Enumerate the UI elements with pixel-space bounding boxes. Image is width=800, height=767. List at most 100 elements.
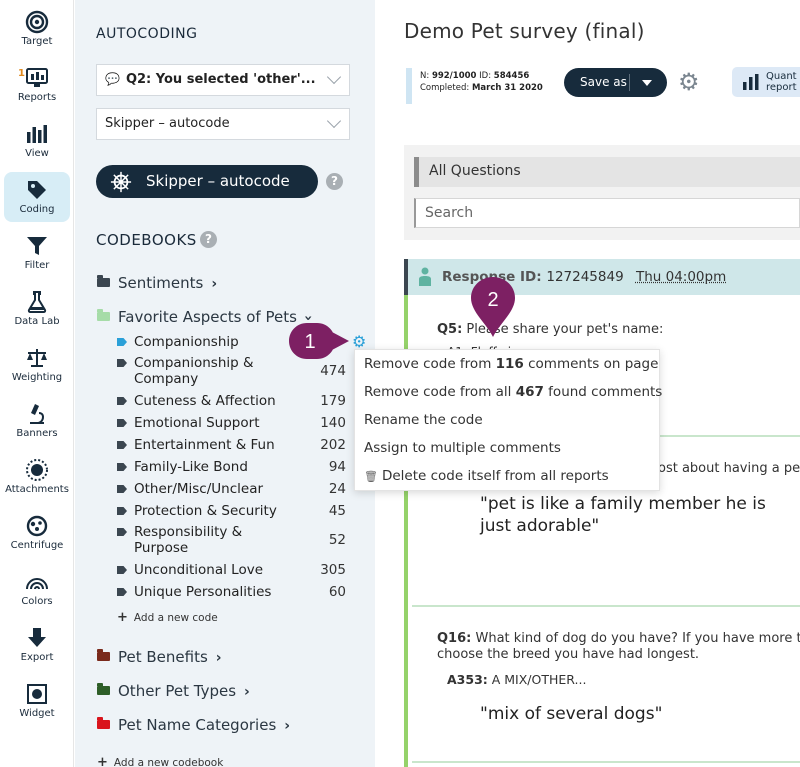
code-settings-gear-icon[interactable]: ⚙ bbox=[352, 332, 367, 351]
code-protection[interactable]: Protection & Security 45 bbox=[117, 503, 349, 519]
folder-favorite-aspects[interactable]: Favorite Aspects of Pets › bbox=[97, 308, 316, 326]
save-as-button[interactable]: Save as bbox=[564, 68, 667, 97]
nav-coding[interactable]: Coding bbox=[4, 172, 70, 222]
add-code-label: Add a new code bbox=[133, 612, 218, 624]
nav-colors[interactable]: Colors bbox=[4, 564, 70, 614]
view-chart-icon bbox=[27, 125, 47, 143]
question-select[interactable]: 💬 Q2: You selected 'other'... bbox=[96, 64, 350, 96]
code-name: Companionship & Company bbox=[134, 355, 254, 387]
response-header: Response ID: 127245849 Thu 04:00pm bbox=[404, 259, 800, 295]
code-companionship-company[interactable]: Companionship & Company 474 bbox=[117, 355, 349, 387]
code-context-menu: Remove code from 116 comments on page Re… bbox=[354, 349, 662, 491]
folder-other-pet-types[interactable]: Other Pet Types › bbox=[97, 682, 250, 700]
code-entertainment[interactable]: Entertainment & Fun 202 bbox=[117, 437, 349, 453]
menu-assign[interactable]: Assign to multiple comments bbox=[364, 440, 561, 456]
folder-sentiments[interactable]: Sentiments › bbox=[97, 274, 217, 292]
code-name: Unconditional Love bbox=[134, 562, 264, 578]
nav-filter[interactable]: Filter bbox=[4, 228, 70, 278]
nav-widget[interactable]: Widget bbox=[4, 676, 70, 726]
menu-remove-from-all[interactable]: Remove code from all 467 found comments bbox=[364, 384, 662, 400]
code-emotional-support[interactable]: Emotional Support 140 bbox=[117, 415, 349, 431]
folder-open-icon bbox=[97, 309, 110, 321]
remove-all-num: 467 bbox=[515, 384, 544, 400]
code-name: Entertainment & Fun bbox=[134, 437, 275, 453]
app-nav: Target 1 Reports View Coding Filter Data… bbox=[0, 0, 74, 767]
menu-delete[interactable]: 🗑 Delete code itself from all reports bbox=[364, 468, 609, 484]
a353-text: A MIX/OTHER... bbox=[487, 672, 587, 687]
add-codebook-link[interactable]: + Add a new codebook bbox=[97, 755, 223, 767]
nav-banners[interactable]: Banners bbox=[4, 396, 70, 446]
code-name: Protection & Security bbox=[134, 503, 277, 519]
code-count: 60 bbox=[328, 584, 346, 600]
nav-attachments[interactable]: Attachments bbox=[4, 452, 70, 502]
folder-label: Sentiments bbox=[118, 274, 204, 292]
tag-icon bbox=[117, 485, 127, 493]
menu-remove-from-page[interactable]: Remove code from 116 comments on page bbox=[364, 356, 658, 372]
rainbow-icon bbox=[26, 578, 48, 590]
plus-icon: + bbox=[117, 610, 128, 625]
search-input[interactable]: Search bbox=[414, 198, 800, 228]
help-icon[interactable]: ? bbox=[326, 173, 343, 190]
survey-stats-line1: N: 992/1000 ID: 584456 bbox=[420, 70, 543, 82]
nav-target[interactable]: Target bbox=[4, 4, 70, 54]
nav-data-lab[interactable]: Data Lab bbox=[4, 284, 70, 334]
folder-pet-benefits[interactable]: Pet Benefits › bbox=[97, 648, 222, 666]
nav-centrifuge[interactable]: Centrifuge bbox=[4, 508, 70, 558]
filter-icon bbox=[27, 237, 47, 255]
folder-icon bbox=[97, 717, 110, 729]
code-family-like-bond[interactable]: Family-Like Bond 94 bbox=[117, 459, 349, 475]
a353-label: A353: bbox=[447, 672, 488, 687]
question-q16: Q16: What kind of dog do you have? If yo… bbox=[437, 631, 800, 663]
nav-label: Colors bbox=[21, 596, 53, 607]
remove-all-prefix: Remove code from all bbox=[364, 384, 516, 400]
gear-icon[interactable]: ⚙ bbox=[678, 68, 700, 96]
folder-pet-name-categories[interactable]: Pet Name Categories › bbox=[97, 716, 290, 734]
code-cuteness[interactable]: Cuteness & Affection 179 bbox=[117, 393, 349, 409]
all-questions-select[interactable]: All Questions bbox=[414, 157, 800, 187]
caret-down-icon[interactable] bbox=[642, 80, 652, 86]
code-responsibility[interactable]: Responsibility & Purpose 52 bbox=[117, 524, 349, 556]
nav-label: Export bbox=[20, 652, 54, 663]
chevron-right-icon: › bbox=[215, 650, 222, 666]
q5-text: Please share your pet's name: bbox=[462, 322, 664, 337]
help-icon[interactable]: ? bbox=[200, 231, 217, 248]
add-code-link[interactable]: + Add a new code bbox=[117, 610, 218, 625]
reports-badge: 1 bbox=[18, 68, 25, 79]
autocode-select[interactable]: Skipper – autocode bbox=[96, 108, 350, 140]
code-unique-personalities[interactable]: Unique Personalities 60 bbox=[117, 584, 349, 600]
survey-title: Demo Pet survey (final) bbox=[404, 19, 645, 43]
skipper-autocode-button[interactable]: Skipper – autocode bbox=[96, 165, 318, 198]
nav-view[interactable]: View bbox=[4, 116, 70, 166]
tag-icon bbox=[117, 338, 127, 346]
nav-export[interactable]: Export bbox=[4, 620, 70, 670]
survey-stats-line2: Completed: March 31 2020 bbox=[420, 82, 543, 94]
response-id: 127245849 bbox=[546, 269, 624, 285]
tag-icon bbox=[117, 528, 127, 536]
code-companionship[interactable]: Companionship bbox=[117, 334, 349, 350]
code-name: Companionship bbox=[134, 334, 239, 350]
nav-label: Centrifuge bbox=[10, 540, 64, 551]
code-name: Cuteness & Affection bbox=[134, 393, 276, 409]
q5-label: Q5: bbox=[437, 322, 463, 337]
code-other-misc[interactable]: Other/Misc/Unclear 24 bbox=[117, 481, 349, 497]
flask-icon bbox=[27, 291, 47, 313]
export-arrow-icon bbox=[28, 628, 46, 647]
widget-icon bbox=[27, 684, 47, 704]
response-time: Thu 04:00pm bbox=[635, 269, 727, 285]
remove-all-suffix: found comments bbox=[543, 384, 663, 400]
code-name: Family-Like Bond bbox=[134, 459, 248, 475]
callout-marker-1: 1 bbox=[289, 323, 349, 359]
code-name: Responsibility & Purpose bbox=[134, 524, 243, 556]
autocode-select-value: Skipper – autocode bbox=[105, 116, 230, 131]
nav-label: Weighting bbox=[11, 372, 63, 383]
chevron-right-icon: › bbox=[284, 718, 291, 734]
nav-reports[interactable]: 1 Reports bbox=[4, 60, 70, 110]
folder-label: Pet Benefits bbox=[118, 648, 208, 666]
menu-rename[interactable]: Rename the code bbox=[364, 412, 483, 428]
code-unconditional-love[interactable]: Unconditional Love 305 bbox=[117, 562, 349, 578]
quant-report-button[interactable]: Quant report bbox=[732, 67, 800, 97]
nav-label: Target bbox=[21, 36, 53, 47]
code-count: 202 bbox=[320, 437, 346, 453]
nav-weighting[interactable]: Weighting bbox=[4, 340, 70, 390]
code-name: Unique Personalities bbox=[134, 584, 272, 600]
